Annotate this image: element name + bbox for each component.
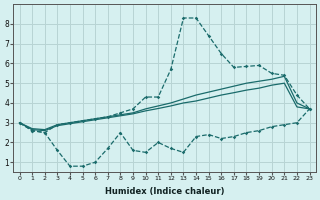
X-axis label: Humidex (Indice chaleur): Humidex (Indice chaleur) xyxy=(105,187,224,196)
